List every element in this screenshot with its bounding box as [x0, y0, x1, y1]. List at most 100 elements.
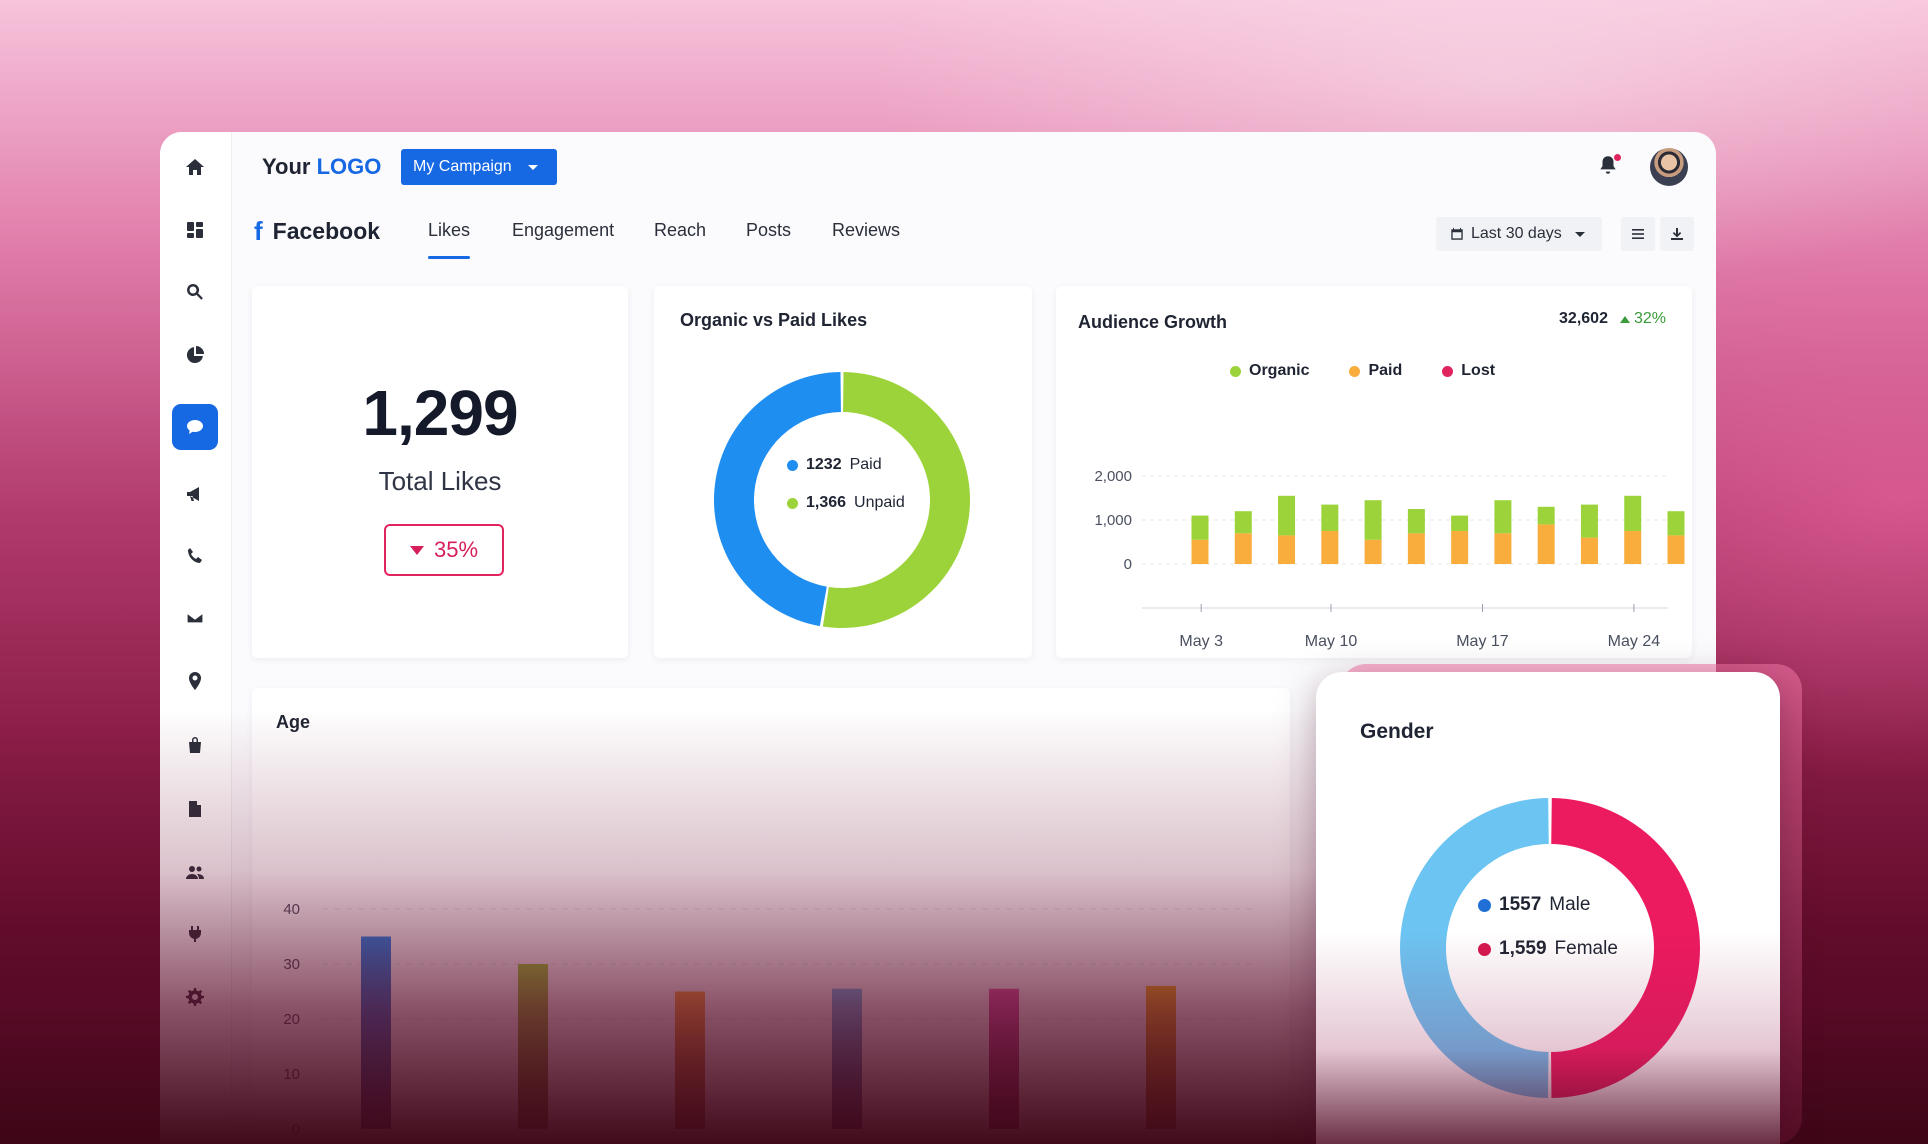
avatar[interactable] — [1650, 148, 1688, 186]
bar-paid — [1321, 531, 1339, 564]
female-dot — [1478, 942, 1491, 956]
location-pin-icon[interactable] — [172, 658, 218, 704]
chevron-down-icon — [527, 164, 538, 170]
total-likes-card: 1,299 Total Likes 35% — [252, 286, 628, 658]
pie-chart-icon[interactable] — [172, 332, 218, 378]
bar-paid — [1364, 539, 1382, 564]
total-likes-label: Total Likes — [378, 466, 502, 496]
page-title: f Facebook — [254, 216, 380, 247]
bar-paid — [1624, 531, 1642, 564]
organic-paid-card: Organic vs Paid Likes 1232 Paid 1,366 Un… — [654, 286, 1032, 658]
audience-growth-card: Audience Growth 32,602 32% Organic Paid … — [1056, 286, 1692, 658]
facebook-icon: f — [254, 216, 263, 246]
notification-dot — [1614, 154, 1621, 161]
bar-organic — [1278, 495, 1296, 536]
age-card: Age 01020304018-2425-3435-4445-5455-6465… — [252, 688, 1290, 1144]
date-range-label: Last 30 days — [1471, 225, 1562, 242]
y-tick-label: 40 — [283, 901, 300, 918]
download-icon — [1671, 228, 1683, 240]
y-tick-label: 2,000 — [1094, 468, 1132, 485]
bar-organic — [1494, 500, 1512, 534]
phone-icon[interactable] — [172, 533, 218, 579]
bell-icon[interactable] — [1597, 154, 1621, 178]
bar-paid — [1580, 537, 1598, 564]
bar-organic — [1234, 511, 1252, 534]
y-tick-label: 30 — [283, 956, 300, 973]
female-label: Female — [1554, 938, 1618, 959]
calendar-icon — [1451, 227, 1463, 240]
users-icon[interactable] — [172, 849, 218, 895]
sidebar — [160, 132, 232, 1144]
bar-paid — [1667, 535, 1685, 564]
gender-card: Gender 1557 Male 1,559 Female — [1316, 672, 1780, 1144]
paid-label: Paid — [849, 456, 882, 473]
document-icon[interactable] — [172, 786, 218, 832]
tab-likes[interactable]: Likes — [428, 220, 471, 259]
unpaid-value: 1,366 — [806, 494, 847, 511]
bar-organic — [1407, 509, 1425, 534]
bar-paid — [1407, 533, 1425, 564]
dashboard-grid-icon[interactable] — [172, 207, 218, 253]
home-icon[interactable] — [172, 144, 218, 190]
unpaid-label: Unpaid — [854, 494, 905, 511]
paid-dot — [787, 459, 798, 471]
bar-paid — [1537, 524, 1555, 564]
shopping-bag-icon[interactable] — [172, 722, 218, 768]
total-likes-value: 1,299 — [362, 377, 518, 449]
tab-reach[interactable]: Reach — [654, 220, 707, 240]
mail-icon[interactable] — [172, 595, 218, 641]
male-dot — [1478, 898, 1491, 912]
bar-organic — [1364, 500, 1382, 540]
age-bar — [1146, 986, 1176, 1129]
age-bar — [518, 964, 548, 1129]
legend-unpaid: 1,366 Unpaid — [787, 494, 905, 512]
top-bar: Your LOGO My Campaign — [232, 132, 1716, 202]
date-range-select[interactable]: Last 30 days — [1436, 217, 1602, 251]
bar-paid — [1278, 535, 1296, 564]
bar-paid — [1191, 539, 1209, 564]
age-bar — [361, 936, 391, 1129]
age-chart: 01020304018-2425-3435-4445-5455-6465+ — [283, 901, 1252, 1138]
legend-male: 1557 Male — [1478, 894, 1590, 916]
chevron-down-icon — [1574, 231, 1585, 237]
y-tick-label: 0 — [1124, 556, 1132, 573]
plug-icon[interactable] — [172, 911, 218, 957]
download-button[interactable] — [1660, 217, 1694, 251]
chat-bubble-icon[interactable] — [172, 404, 218, 450]
gear-icon[interactable] — [172, 974, 218, 1020]
sliders-icon — [1632, 229, 1644, 239]
megaphone-icon[interactable] — [172, 471, 218, 517]
logo-accent: LOGO — [316, 154, 382, 179]
male-label: Male — [1549, 894, 1591, 915]
audience-growth-chart: 0 1,000 2,000 May 3 May 10 May 17 May 24 — [1094, 468, 1685, 650]
age-bar — [675, 991, 705, 1129]
bar-paid — [1451, 531, 1469, 564]
legend-paid: 1232 Paid — [787, 456, 882, 474]
platform-name: Facebook — [272, 218, 381, 244]
bar-organic — [1624, 495, 1642, 531]
x-tick-label: May 10 — [1305, 633, 1358, 650]
bar-organic — [1580, 504, 1598, 538]
x-tick-label: May 3 — [1179, 633, 1223, 650]
bar-organic — [1667, 511, 1685, 536]
filter-button[interactable] — [1621, 217, 1655, 251]
unpaid-dot — [787, 497, 798, 509]
x-tick-label: May 17 — [1456, 633, 1509, 650]
y-tick-label: 10 — [283, 1066, 300, 1083]
logo-prefix: Your — [262, 154, 311, 179]
campaign-dropdown[interactable]: My Campaign — [401, 149, 557, 185]
brand-logo[interactable]: Your LOGO — [262, 154, 381, 180]
bar-organic — [1451, 515, 1469, 531]
paid-value: 1232 — [806, 456, 842, 473]
bar-organic — [1191, 515, 1209, 540]
tab-engagement[interactable]: Engagement — [512, 220, 615, 240]
bar-organic — [1321, 504, 1339, 531]
y-tick-label: 1,000 — [1094, 512, 1132, 529]
campaign-label: My Campaign — [413, 158, 512, 175]
search-icon[interactable] — [172, 269, 218, 315]
y-tick-label: 0 — [292, 1121, 300, 1138]
age-bar — [832, 988, 862, 1129]
age-bar — [989, 988, 1019, 1129]
tab-posts[interactable]: Posts — [746, 220, 792, 240]
tab-reviews[interactable]: Reviews — [832, 220, 901, 240]
